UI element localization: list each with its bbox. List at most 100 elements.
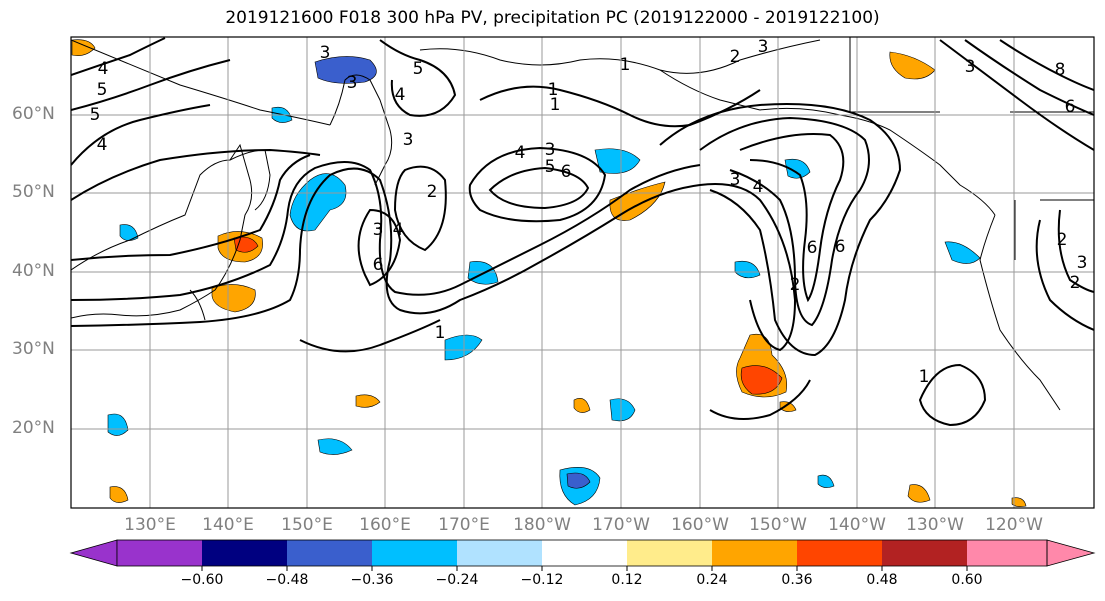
- contour-label: 4: [515, 143, 526, 163]
- contour-label: 2: [1057, 230, 1068, 250]
- lat-label: 60°N: [12, 104, 55, 124]
- colorbar-swatch: [117, 540, 202, 566]
- precip-blob-neg: [817, 474, 835, 488]
- contour-label: 5: [97, 80, 108, 100]
- lon-label: 170°W: [592, 515, 650, 535]
- lon-label: 130°W: [906, 515, 964, 535]
- colorbar-tick-label: 0.36: [781, 572, 813, 588]
- contour-label: 3: [1077, 253, 1088, 273]
- contour-label: 1: [548, 80, 559, 100]
- contour-labels: 3 4 5 5 4 3 1 3 2 3 1 1 8 6 3 4 5 6 3 4 …: [90, 37, 1088, 387]
- lat-label: 20°N: [12, 418, 55, 438]
- contour-label: 2: [730, 47, 741, 67]
- colorbar-extend-high: [1046, 539, 1096, 567]
- colorbar-tick-label: −0.12: [520, 572, 564, 588]
- colorbar-tick-label: 0.48: [866, 572, 898, 588]
- lon-label: 140°W: [828, 515, 886, 535]
- map-title: 2019121600 F018 300 hPa PV, precipitatio…: [225, 8, 880, 28]
- precip-blob-neg: [314, 56, 377, 84]
- contour-label: 4: [98, 59, 109, 79]
- colorbar-swatch: [457, 540, 542, 566]
- colorbar-tick-label: 0.12: [611, 572, 643, 588]
- contour-label: 1: [919, 367, 930, 387]
- contour-label: 6: [807, 238, 818, 258]
- contour-label: 6: [561, 162, 572, 182]
- lon-label: 170°E: [438, 515, 490, 535]
- contour-label: 3: [347, 73, 358, 93]
- precip-blob-pos: [573, 398, 591, 413]
- precip-blob-pos: [889, 51, 936, 80]
- contour-label: 2: [790, 275, 801, 295]
- contour-label: 6: [1065, 97, 1076, 117]
- contour-label: 1: [435, 323, 446, 343]
- precip-blob-pos: [355, 394, 381, 408]
- precip-blob-neg: [734, 261, 761, 279]
- contour-label: 4: [97, 135, 108, 155]
- lon-label: 120°W: [985, 515, 1043, 535]
- contour-label: 2: [427, 182, 438, 202]
- colorbar-tick-label: 0.60: [951, 572, 983, 588]
- contour-label: 5: [90, 105, 101, 125]
- contour-label: 3: [373, 220, 384, 240]
- colorbar-swatch: [372, 540, 457, 566]
- colorbar-frame: [116, 539, 1048, 567]
- contour-label: 6: [835, 237, 846, 257]
- lon-label: 180°W: [513, 515, 571, 535]
- precip-blob-pos: [109, 486, 129, 503]
- colorbar-extend-low: [69, 539, 118, 567]
- precip-blob-pos: [211, 284, 256, 313]
- contour-label: 4: [753, 177, 764, 197]
- contour-label: 6: [373, 255, 384, 275]
- precip-blob-pos: [609, 181, 666, 221]
- colorbar-swatch: [882, 540, 967, 566]
- colorbar-tick-label: −0.60: [180, 572, 224, 588]
- colorbar-swatch: [202, 540, 287, 566]
- contour-label: 1: [550, 95, 561, 115]
- colorbar-tick-label: 0.24: [696, 572, 728, 588]
- contour-label: 3: [545, 140, 556, 160]
- lon-label: 150°E: [281, 515, 333, 535]
- precip-blob-pos: [779, 401, 797, 412]
- contour-label: 3: [730, 170, 741, 190]
- lat-label: 30°N: [12, 339, 55, 359]
- contour-label: 8: [1055, 60, 1066, 80]
- precip-blob-pos: [907, 484, 931, 503]
- colorbar-swatch: [712, 540, 797, 566]
- contour-label: 5: [545, 157, 556, 177]
- map-frame: [70, 36, 1095, 509]
- precip-blob-neg: [784, 158, 811, 179]
- precip-blob-neg: [107, 413, 129, 436]
- precip-blob-neg: [566, 472, 591, 489]
- contour-label: 4: [395, 85, 406, 105]
- contour-label: 3: [320, 43, 331, 63]
- contour-label: 3: [965, 57, 976, 77]
- precip-blob-pos: [71, 39, 96, 56]
- colorbar-swatch: [797, 540, 882, 566]
- colorbar-tick-label: −0.48: [265, 572, 309, 588]
- contour-label: 5: [413, 59, 424, 79]
- lat-label: 50°N: [12, 182, 55, 202]
- contour-label: 4: [393, 220, 404, 240]
- gridlines: [71, 37, 1094, 508]
- precip-blob-neg: [609, 398, 636, 422]
- contour-label: 1: [620, 55, 631, 75]
- precip-blob-neg: [317, 438, 353, 455]
- contour-label: 2: [1070, 273, 1081, 293]
- lon-label: 140°E: [202, 515, 254, 535]
- colorbar-tick-label: −0.24: [435, 572, 479, 588]
- precip-blob-neg: [594, 148, 641, 174]
- lon-label: 160°W: [671, 515, 729, 535]
- colorbar-tick-label: −0.36: [350, 572, 394, 588]
- colorbar: [69, 539, 1096, 571]
- precip-blob-neg: [119, 224, 139, 241]
- lat-label: 40°N: [12, 261, 55, 281]
- lon-label: 160°E: [359, 515, 411, 535]
- colorbar-swatch: [967, 540, 1047, 566]
- lon-label: 130°E: [124, 515, 176, 535]
- contour-label: 3: [403, 130, 414, 150]
- precip-blob-pos: [740, 365, 783, 395]
- pv-contours: [71, 37, 1094, 427]
- lon-label: 150°W: [749, 515, 807, 535]
- contour-label: 3: [758, 37, 769, 57]
